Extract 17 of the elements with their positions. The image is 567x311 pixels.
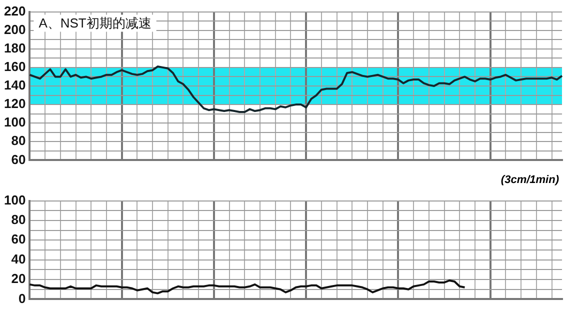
y-tick-label: 80 <box>11 133 26 148</box>
y-tick-label: 40 <box>11 251 26 266</box>
y-tick-label: 80 <box>11 212 26 228</box>
y-tick-label: 140 <box>4 78 26 93</box>
y-tick-label: 100 <box>4 114 26 130</box>
y-tick-label: 160 <box>4 59 26 74</box>
y-tick-label: 200 <box>4 22 26 37</box>
y-tick-label: 0 <box>18 290 26 306</box>
y-tick-label: 120 <box>4 96 26 112</box>
y-tick-label: 180 <box>4 40 26 56</box>
y-tick-label: 20 <box>11 271 26 286</box>
y-tick-label: 60 <box>11 152 26 167</box>
y-tick-label: 220 <box>4 3 26 18</box>
y-tick-label: 60 <box>11 232 26 247</box>
chart-title: A、NST初期的减速 <box>38 15 152 30</box>
y-tick-label: 100 <box>4 192 26 208</box>
text: (3cm/1min) <box>500 173 560 188</box>
